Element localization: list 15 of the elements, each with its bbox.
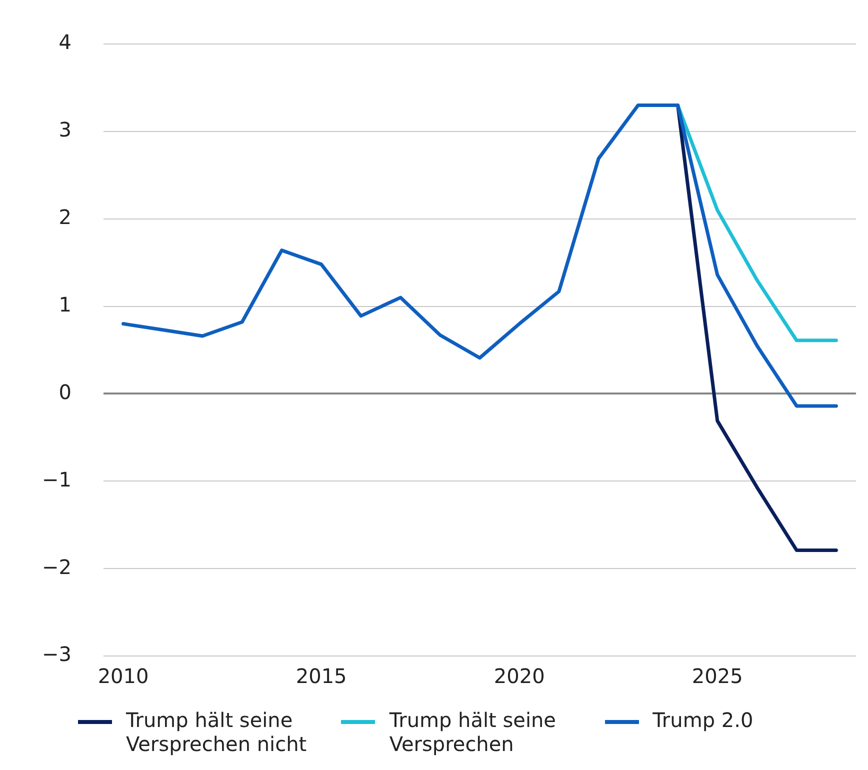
y-tick-label: 3 xyxy=(58,118,72,142)
y-tick-label: 0 xyxy=(58,380,72,404)
legend-label: Trump hält seine Versprechen nicht xyxy=(126,708,308,756)
x-tick-label: 2020 xyxy=(494,664,545,688)
y-tick-label: −2 xyxy=(42,554,72,579)
x-tick-label: 2025 xyxy=(692,664,743,688)
y-tick-label: −3 xyxy=(42,642,72,666)
legend-label: Trump hält seine Versprechen xyxy=(389,708,557,756)
x-tick-label: 2010 xyxy=(98,664,149,688)
y-tick-label: −1 xyxy=(42,467,72,492)
y-tick-label: 4 xyxy=(58,30,72,54)
y-tick-label: 1 xyxy=(58,292,72,316)
x-tick-label: 2015 xyxy=(296,664,347,688)
legend-label: Trump 2.0 xyxy=(652,708,754,732)
y-tick-label: 2 xyxy=(58,205,72,230)
